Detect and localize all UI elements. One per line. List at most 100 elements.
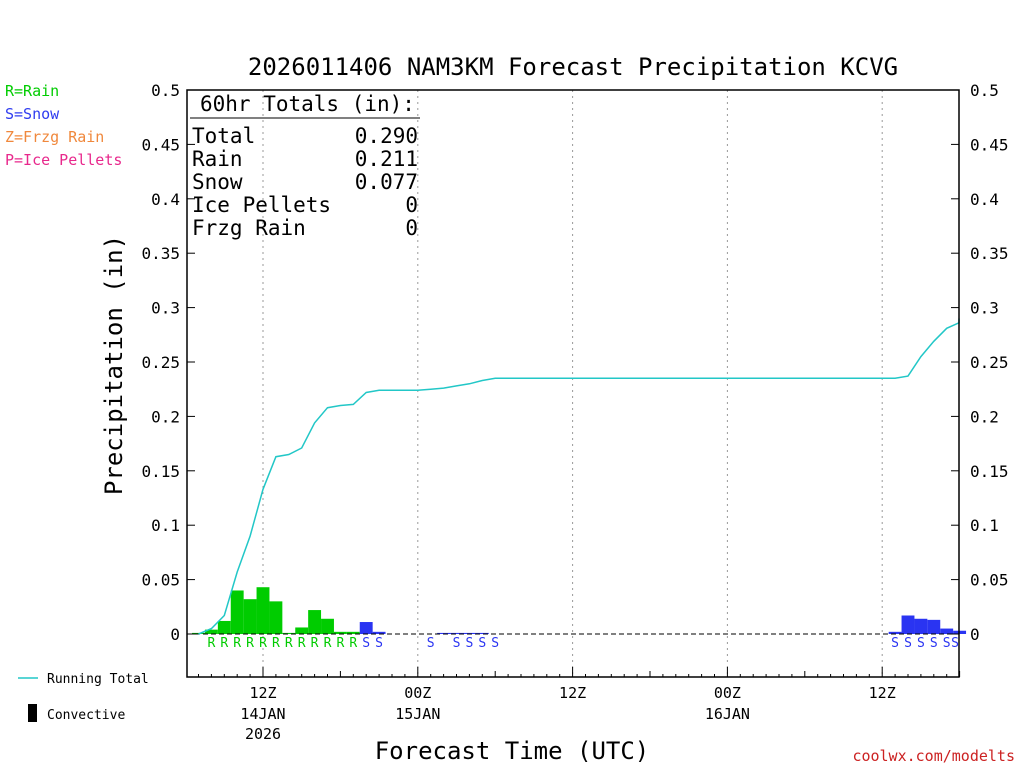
right-y-axis: 0 0.05 0.1 0.15 0.2 0.25 0.3 0.35 0.4 0.45 0.5 — [951, 81, 1009, 644]
xtick-date-3: 16JAN — [705, 705, 750, 723]
convective-legend-swatch — [28, 704, 37, 722]
bar-1 — [204, 629, 218, 634]
ytick-label-right-4: 0.2 — [970, 407, 999, 426]
y-axis-title: Precipitation (in) — [100, 235, 128, 495]
bar-23 — [927, 619, 941, 634]
running-total-line — [198, 318, 960, 635]
x-axis-title: Forecast Time (UTC) — [375, 737, 650, 765]
xtick-label-4: 12Z — [869, 684, 896, 702]
type-label-2: R — [233, 636, 241, 651]
ytick-label-left-8: 0.4 — [151, 190, 180, 209]
type-label-10: R — [336, 636, 344, 651]
bar-5 — [256, 587, 270, 634]
ytick-label-right-10: 0.5 — [970, 81, 999, 100]
totals-value-2: 0.077 — [355, 170, 418, 194]
ytick-label-left-9: 0.45 — [141, 135, 180, 154]
ytick-label-left-6: 0.3 — [151, 299, 180, 318]
bar-2 — [217, 620, 231, 634]
precip-bars — [192, 587, 967, 634]
totals-label-0: Total — [192, 124, 255, 148]
xtick-year-0: 2026 — [245, 725, 281, 743]
totals-label-4: Frzg Rain — [192, 216, 306, 240]
type-label-21: S — [917, 636, 925, 651]
bar-7 — [282, 632, 296, 634]
xtick-label-0: 12Z — [249, 684, 276, 702]
running-total-legend-label: Running Total — [47, 672, 149, 687]
ytick-label-right-3: 0.15 — [970, 462, 1009, 481]
bar-12 — [346, 631, 360, 634]
totals-value-4: 0 — [405, 216, 418, 240]
xtick-label-3: 00Z — [714, 684, 741, 702]
type-label-23: S — [943, 636, 951, 651]
type-label-1: R — [220, 636, 228, 651]
ytick-label-right-9: 0.45 — [970, 135, 1009, 154]
type-label-17: S — [478, 636, 486, 651]
bar-24 — [940, 628, 954, 634]
bar-19 — [475, 632, 489, 634]
bar-13 — [359, 622, 373, 634]
type-label-18: S — [491, 636, 499, 651]
totals-box: 60hr Totals (in): Total 0.290 Rain 0.211 Sno… — [190, 92, 420, 240]
ytick-label-left-7: 0.35 — [141, 244, 180, 263]
type-label-8: R — [311, 636, 319, 651]
bar-3 — [230, 590, 244, 634]
ytick-label-right-6: 0.3 — [970, 299, 999, 318]
bar-9 — [308, 610, 322, 634]
xtick-label-2: 12Z — [559, 684, 586, 702]
type-label-11: R — [349, 636, 357, 651]
left-y-axis: 0 0.05 0.1 0.15 0.2 0.25 0.3 0.35 0.4 0.45 0.5 — [141, 81, 195, 644]
ytick-label-left-3: 0.15 — [141, 462, 180, 481]
ytick-label-right-8: 0.4 — [970, 190, 999, 209]
type-label-19: S — [891, 636, 899, 651]
chart-title: 2026011406 NAM3KM Forecast Precipitation… — [248, 53, 898, 81]
type-label-14: S — [427, 636, 435, 651]
credit-text: coolwx.com/modelts — [852, 747, 1015, 765]
key-r: R=Rain — [5, 82, 59, 100]
type-label-24: S — [951, 636, 959, 651]
bar-6 — [269, 601, 283, 634]
type-label-5: R — [272, 636, 280, 651]
type-label-12: S — [362, 636, 370, 651]
key-p: P=Ice Pellets — [5, 151, 122, 169]
totals-label-2: Snow — [192, 170, 243, 194]
bar-10 — [321, 618, 334, 634]
key-z: Z=Frzg Rain — [5, 128, 104, 146]
type-label-7: R — [298, 636, 306, 651]
type-label-3: R — [246, 636, 254, 651]
type-label-15: S — [453, 636, 461, 651]
totals-value-1: 0.211 — [355, 147, 418, 171]
totals-label-1: Rain — [192, 147, 243, 171]
precip-type-key: R=Rain S=Snow Z=Frzg Rain P=Ice Pellets — [5, 82, 122, 169]
bar-16 — [437, 632, 451, 634]
totals-label-3: Ice Pellets — [192, 193, 331, 217]
x-axis: 12Z 14JAN 2026 00Z 15JAN 12Z 00Z 16JAN 12Z — [198, 667, 961, 743]
ytick-label-left-10: 0.5 — [151, 81, 180, 100]
bar-22 — [914, 618, 928, 634]
type-label-0: R — [207, 636, 215, 651]
type-label-4: R — [259, 636, 267, 651]
ytick-label-right-7: 0.35 — [970, 244, 1009, 263]
xtick-label-1: 00Z — [404, 684, 431, 702]
bar-17 — [450, 632, 463, 634]
ytick-label-left-4: 0.2 — [151, 407, 180, 426]
ytick-label-left-0: 0 — [170, 625, 180, 644]
totals-value-3: 0 — [405, 193, 418, 217]
bar-20 — [888, 631, 902, 634]
ytick-label-left-1: 0.05 — [141, 571, 180, 590]
xtick-date-1: 15JAN — [395, 705, 440, 723]
totals-heading: 60hr Totals (in): — [200, 92, 415, 116]
totals-value-0: 0.290 — [355, 124, 418, 148]
convective-legend-label: Convective — [47, 708, 125, 723]
bar-8 — [295, 627, 309, 634]
bar-11 — [333, 631, 347, 634]
ytick-label-right-1: 0.05 — [970, 571, 1009, 590]
type-label-6: R — [285, 636, 293, 651]
bar-21 — [901, 615, 915, 634]
vertical-gridlines — [262, 90, 883, 677]
type-label-13: S — [375, 636, 383, 651]
type-label-9: R — [324, 636, 332, 651]
ytick-label-right-0: 0 — [970, 625, 980, 644]
bar-4 — [243, 599, 257, 634]
